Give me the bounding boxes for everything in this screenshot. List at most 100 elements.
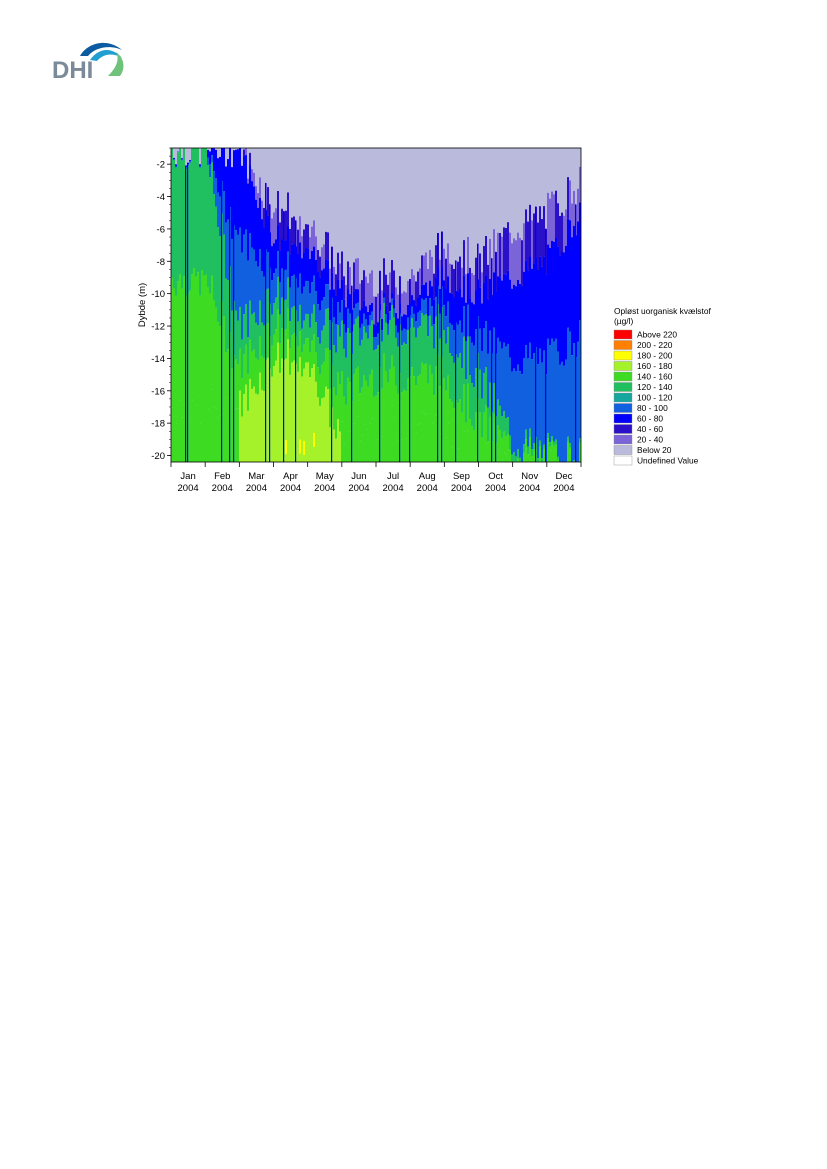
x-tick-label-year: 2004 xyxy=(383,483,404,494)
heatmap-cell xyxy=(301,258,304,294)
heatmap-cell xyxy=(405,292,408,315)
heatmap-cell xyxy=(347,148,350,262)
heatmap-cell xyxy=(483,246,486,284)
heatmap-cell xyxy=(263,207,266,228)
heatmap-cell xyxy=(217,417,220,462)
heatmap-cell xyxy=(295,278,298,311)
heatmap-cell xyxy=(317,304,320,338)
heatmap-cell xyxy=(491,411,494,442)
heatmap-cell xyxy=(247,260,250,338)
heatmap-cell xyxy=(463,240,466,276)
heatmap-cell xyxy=(347,426,350,462)
heatmap-cell xyxy=(405,438,408,462)
heatmap-cell xyxy=(493,148,496,230)
heatmap-cell xyxy=(259,372,262,462)
heatmap-cell xyxy=(369,325,372,375)
heatmap-cell xyxy=(257,394,260,462)
heatmap-cell xyxy=(493,444,496,462)
heatmap-cell xyxy=(449,263,452,293)
heatmap-cell xyxy=(417,271,420,298)
heatmap-cell xyxy=(189,161,192,163)
heatmap-cell xyxy=(339,336,342,385)
heatmap-cell xyxy=(501,416,504,438)
heatmap-cell xyxy=(269,303,272,337)
heatmap-cell xyxy=(479,455,482,462)
heatmap-cell xyxy=(309,327,312,353)
heatmap-cell xyxy=(185,168,188,297)
heatmap-cell xyxy=(235,148,238,150)
heatmap-cell xyxy=(489,416,492,451)
heatmap-cell xyxy=(437,233,440,268)
heatmap-cell xyxy=(451,356,454,402)
heatmap-cell xyxy=(573,460,576,462)
heatmap-cell xyxy=(273,334,276,367)
heatmap-cell xyxy=(253,386,256,462)
heatmap-cell xyxy=(387,382,390,431)
heatmap-cell xyxy=(289,321,292,349)
heatmap-cell xyxy=(511,243,514,289)
heatmap-cell xyxy=(499,148,502,234)
heatmap-cell xyxy=(417,327,420,377)
x-tick-label-month: Sep xyxy=(453,471,470,482)
heatmap-cell xyxy=(517,279,520,365)
heatmap-cell xyxy=(559,215,562,256)
heatmap-cell xyxy=(571,237,574,356)
heatmap-cell xyxy=(569,331,572,444)
heatmap-cell xyxy=(361,435,364,462)
heatmap-cell xyxy=(483,372,486,413)
heatmap-cell xyxy=(281,328,284,359)
heatmap-cell xyxy=(173,158,176,160)
heatmap-cell xyxy=(193,148,196,269)
heatmap-cell xyxy=(355,258,358,290)
heatmap-cell xyxy=(291,244,294,277)
heatmap-cell xyxy=(427,431,430,462)
heatmap-cell xyxy=(205,148,208,275)
heatmap-cell xyxy=(319,256,322,278)
heatmap-cell xyxy=(277,309,280,343)
heatmap-cell xyxy=(379,303,382,311)
heatmap-cell xyxy=(279,314,282,344)
heatmap-cell xyxy=(171,407,174,462)
heatmap-cell xyxy=(233,150,236,226)
heatmap-cell xyxy=(335,395,338,439)
heatmap-cell xyxy=(547,443,550,462)
heatmap-cell xyxy=(233,300,236,356)
heatmap-cell xyxy=(565,359,568,462)
heatmap-cell xyxy=(365,306,368,320)
heatmap-cell xyxy=(329,289,332,321)
heatmap-cell xyxy=(261,200,264,220)
heatmap-cell xyxy=(191,400,194,462)
heatmap-cell xyxy=(253,148,256,173)
heatmap-cell xyxy=(281,239,284,269)
heatmap-cell xyxy=(557,456,560,460)
heatmap-cell xyxy=(387,312,390,324)
heatmap-cell xyxy=(515,148,518,241)
heatmap-cell xyxy=(563,215,566,253)
heatmap-cell xyxy=(513,461,516,462)
heatmap-cell xyxy=(305,362,308,462)
heatmap-cell xyxy=(555,338,558,440)
heatmap-cell xyxy=(397,318,400,333)
heatmap-cell xyxy=(369,273,372,305)
heatmap-cell xyxy=(443,305,446,331)
heatmap-cell xyxy=(385,148,388,275)
heatmap-cell xyxy=(537,364,540,459)
heatmap-cell xyxy=(309,237,312,259)
legend-label: 60 - 80 xyxy=(637,414,663,424)
heatmap-cell xyxy=(287,251,290,278)
heatmap-cell xyxy=(359,345,362,394)
heatmap-cell xyxy=(403,291,406,315)
heatmap-cell xyxy=(253,312,256,350)
logo-text: DHI xyxy=(52,57,93,82)
heatmap-cell xyxy=(445,288,448,317)
heatmap-cell xyxy=(369,148,372,274)
heatmap-cell xyxy=(261,389,264,462)
heatmap-cell xyxy=(407,317,410,331)
heatmap-cell xyxy=(297,321,300,347)
heatmap-cell xyxy=(223,148,226,192)
heatmap-cell xyxy=(301,352,304,377)
heatmap-cell xyxy=(469,336,472,376)
heatmap-cell xyxy=(213,171,216,195)
heatmap-cell xyxy=(331,364,334,408)
